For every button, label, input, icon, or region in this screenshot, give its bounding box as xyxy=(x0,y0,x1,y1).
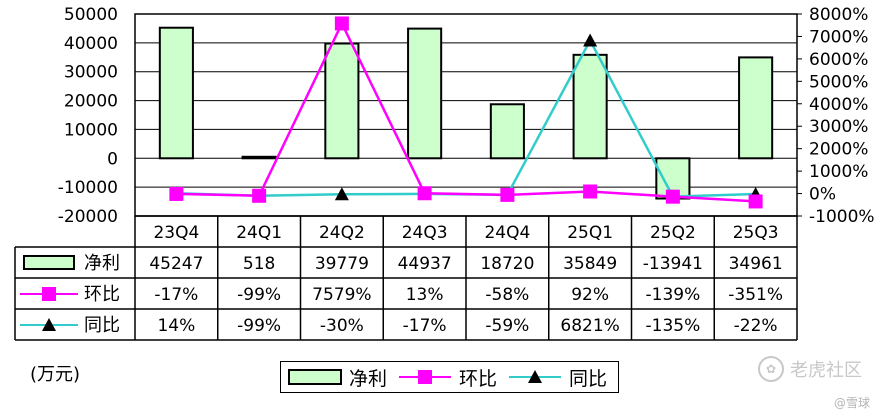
legend-swatch-bar xyxy=(288,369,342,385)
table-cell: -139% xyxy=(646,285,701,305)
qoq-marker xyxy=(748,194,763,209)
table-cell: 44937 xyxy=(398,254,452,274)
category-label: 24Q1 xyxy=(236,223,282,243)
table-cell: 14% xyxy=(157,316,195,336)
left-tick-label: -20000 xyxy=(58,207,118,227)
watermark: ✿ 老虎社区 xyxy=(758,356,862,382)
category-label: 25Q3 xyxy=(733,223,779,243)
legend-item-qoq: 环比 xyxy=(397,364,501,391)
yoy-marker xyxy=(334,187,349,201)
legend-swatch-yoy xyxy=(509,370,562,383)
right-tick-label: 4000% xyxy=(809,95,868,115)
bar xyxy=(241,155,277,160)
series-line xyxy=(176,20,756,203)
right-tick-label: 0% xyxy=(809,185,836,205)
table-cell: 45247 xyxy=(149,254,203,274)
row-header: 环比 xyxy=(84,284,120,305)
table-cell: 35849 xyxy=(563,254,617,274)
unit-label: (万元) xyxy=(30,364,81,385)
qoq-marker xyxy=(252,188,267,203)
table-cell: 13% xyxy=(406,285,444,305)
table-cell: -58% xyxy=(485,285,529,305)
table-cell: 92% xyxy=(571,285,609,305)
bar xyxy=(489,103,525,160)
category-label: 25Q1 xyxy=(567,223,613,243)
table-cell: -13941 xyxy=(643,254,703,274)
row-header: 同比 xyxy=(84,315,120,336)
table-cell: -351% xyxy=(728,285,783,305)
watermark-text: 老虎社区 xyxy=(790,360,862,381)
table-cell: 7579% xyxy=(312,285,371,305)
table-cell: -17% xyxy=(154,285,198,305)
left-tick-label: 40000 xyxy=(64,34,118,54)
left-tick-label: 20000 xyxy=(64,92,118,112)
yoy-marker xyxy=(583,33,598,47)
qoq-marker xyxy=(583,184,598,199)
bar xyxy=(324,42,360,160)
legend-item-net-profit: 净利 xyxy=(287,364,391,391)
right-tick-label: 8000% xyxy=(809,5,868,25)
table-cell: -99% xyxy=(237,316,281,336)
table-cell: 39779 xyxy=(315,254,369,274)
legend-label-yoy: 同比 xyxy=(569,367,608,390)
right-tick-label: 3000% xyxy=(809,117,868,137)
right-tick-label: 7000% xyxy=(809,27,868,47)
left-tick-label: 10000 xyxy=(64,120,118,140)
left-tick-label: 0 xyxy=(107,149,118,169)
bar xyxy=(572,53,608,160)
right-tick-label: 2000% xyxy=(809,140,868,160)
category-label: 23Q4 xyxy=(153,223,199,243)
right-tick-label: 5000% xyxy=(809,72,868,92)
watermark-author: @雪球 xyxy=(833,396,870,410)
category-label: 24Q2 xyxy=(319,223,365,243)
table-cell: 518 xyxy=(243,254,275,274)
legend-swatch-qoq xyxy=(399,370,452,384)
qoq-marker xyxy=(500,187,515,202)
left-tick-label: 30000 xyxy=(64,63,118,83)
row-header: 净利 xyxy=(84,253,120,274)
table-cell: -30% xyxy=(320,316,364,336)
table-cell: 6821% xyxy=(560,316,619,336)
right-tick-label: 6000% xyxy=(809,50,868,70)
qoq-marker xyxy=(169,186,184,201)
qoq-marker xyxy=(417,186,432,201)
row-swatch-net-profit xyxy=(23,255,75,270)
table-cell: 34961 xyxy=(729,254,783,274)
table-cell: -59% xyxy=(485,316,529,336)
qoq-marker xyxy=(665,189,680,204)
table-cell: -135% xyxy=(646,316,701,336)
tiger-logo-icon: ✿ xyxy=(758,356,784,382)
legend-label-qoq: 环比 xyxy=(459,367,498,390)
bar xyxy=(158,26,194,160)
left-tick-label: 50000 xyxy=(64,5,118,25)
row-swatch-qoq-marker xyxy=(42,287,56,301)
plot-border xyxy=(134,13,798,217)
row-swatch-yoy-marker xyxy=(42,318,56,331)
category-label: 24Q4 xyxy=(484,223,530,243)
bar xyxy=(407,27,443,160)
table-cell: -99% xyxy=(237,285,281,305)
right-tick-label: 1000% xyxy=(809,162,868,182)
table-cell: -17% xyxy=(403,316,447,336)
bar xyxy=(738,56,774,160)
table-cell: -22% xyxy=(734,316,778,336)
legend-item-yoy: 同比 xyxy=(507,364,611,391)
qoq-marker xyxy=(334,16,349,31)
right-tick-label: -1000% xyxy=(809,207,875,227)
left-tick-label: -10000 xyxy=(58,178,118,198)
category-label: 25Q2 xyxy=(650,223,696,243)
table-cell: 18720 xyxy=(480,254,534,274)
legend-label-net-profit: 净利 xyxy=(349,367,388,390)
category-label: 24Q3 xyxy=(402,223,448,243)
legend: 净利 环比 同比 xyxy=(280,361,619,393)
